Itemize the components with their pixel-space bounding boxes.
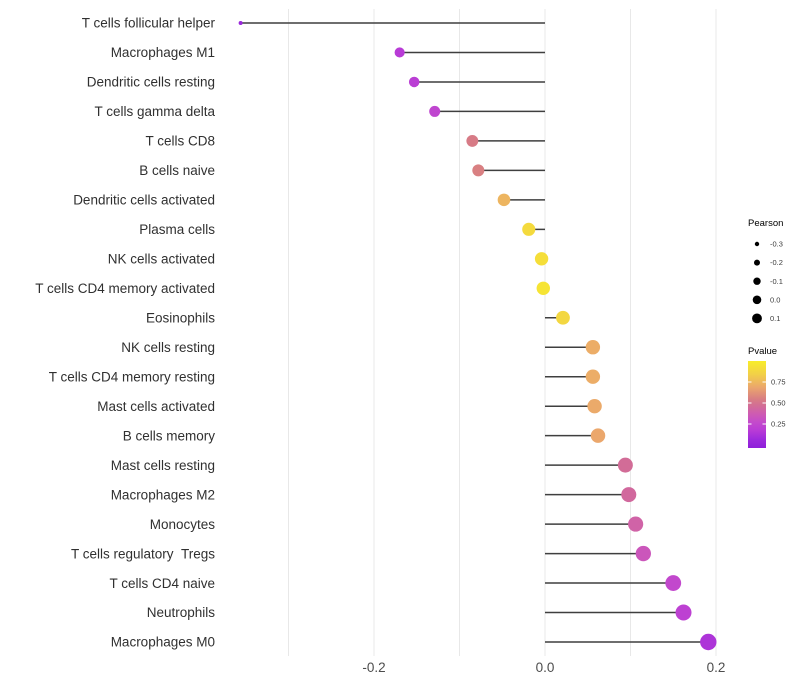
lollipop-row: T cells CD4 naive xyxy=(109,575,682,591)
category-label: B cells memory xyxy=(123,428,216,443)
lollipop-dot xyxy=(472,164,485,177)
legend-color-tick-label: 0.25 xyxy=(771,420,786,429)
lollipop-dot xyxy=(585,369,601,384)
category-label: Mast cells resting xyxy=(111,458,215,473)
lollipop-row: Mast cells resting xyxy=(111,457,633,473)
lollipop-dot xyxy=(429,105,441,117)
legend-size: Pearson -0.3 -0.2 -0.1 0.0 0.1 xyxy=(748,218,783,324)
legend-size-dot xyxy=(754,241,760,247)
lollipop-row: Neutrophils xyxy=(147,604,692,621)
lollipop-row: Monocytes xyxy=(150,516,644,532)
lollipop-row: B cells naive xyxy=(139,163,545,178)
category-label: T cells CD4 memory resting xyxy=(49,369,215,384)
legend-size-label: -0.1 xyxy=(770,277,783,286)
lollipop-dot xyxy=(408,76,420,88)
legend-size-label: 0.0 xyxy=(770,295,780,304)
legend-color-tick-label: 0.50 xyxy=(771,399,786,408)
lollipop-row: T cells follicular helper xyxy=(82,16,545,31)
category-label: T cells gamma delta xyxy=(94,104,215,119)
category-label: Dendritic cells resting xyxy=(87,75,215,90)
category-label: B cells naive xyxy=(139,163,215,178)
lollipop-dot xyxy=(556,310,570,325)
x-tick-label: -0.2 xyxy=(362,660,385,675)
category-label: Neutrophils xyxy=(147,605,216,620)
lollipop-row: Macrophages M2 xyxy=(111,487,637,502)
category-label: Macrophages M1 xyxy=(111,45,215,60)
category-label: Mast cells activated xyxy=(97,399,215,414)
category-label: Dendritic cells activated xyxy=(73,193,215,208)
legend-colorbar xyxy=(748,361,766,448)
category-label: Macrophages M2 xyxy=(111,487,215,502)
legend-color: Pvalue 0.75 0.50 0.25 xyxy=(748,346,786,448)
lollipop-dot xyxy=(628,516,644,532)
x-axis: -0.2 0.0 0.2 xyxy=(362,660,725,675)
legend-color-title: Pvalue xyxy=(748,346,777,357)
lollipop-row: T cells regulatory Tregs xyxy=(71,545,651,562)
legend-size-label: 0.1 xyxy=(770,314,780,323)
lollipop-dot xyxy=(635,545,651,562)
legend-size-dot xyxy=(752,295,762,305)
lollipop-row: T cells CD4 memory activated xyxy=(35,281,550,296)
lollipop-dot xyxy=(522,222,536,236)
lollipop-dot xyxy=(466,134,479,147)
lollipop-row: Macrophages M0 xyxy=(111,633,717,651)
lollipop-row: NK cells resting xyxy=(121,340,601,355)
legend-color-tick-label: 0.75 xyxy=(771,378,786,387)
lollipop-dot xyxy=(587,398,602,414)
lollipop-dot xyxy=(621,487,637,503)
lollipop-dot xyxy=(536,281,550,295)
x-tick-label: 0.2 xyxy=(707,660,726,675)
category-label: T cells CD8 xyxy=(145,134,215,149)
lollipop-row: Dendritic cells activated xyxy=(73,193,545,208)
category-label: T cells follicular helper xyxy=(82,16,216,31)
lollipop-dot xyxy=(497,193,511,207)
lollipop-row: B cells memory xyxy=(123,428,606,443)
category-label: NK cells resting xyxy=(121,340,215,355)
legend-size-title: Pearson xyxy=(748,218,783,229)
lollipop-row: Eosinophils xyxy=(146,310,570,325)
lollipop-dot xyxy=(238,21,243,25)
category-label: T cells regulatory Tregs xyxy=(71,546,215,561)
lollipop-dot xyxy=(617,457,633,473)
lollipop-row: NK cells activated xyxy=(108,252,549,267)
category-label: Eosinophils xyxy=(146,310,215,325)
legend-size-dot xyxy=(753,277,761,285)
lollipop-row: T cells CD4 memory resting xyxy=(49,369,601,384)
category-label: Monocytes xyxy=(150,517,216,532)
legend-size-dot xyxy=(752,313,762,324)
lollipop-row: Macrophages M1 xyxy=(111,45,545,60)
lollipop-row: Mast cells activated xyxy=(97,399,602,414)
category-label: NK cells activated xyxy=(108,252,215,267)
category-label: Plasma cells xyxy=(139,222,215,237)
lollipop-dot xyxy=(590,428,606,443)
lollipop-dot xyxy=(675,604,692,621)
lollipop-rows: T cells follicular helper Macrophages M1 D… xyxy=(35,16,717,651)
lollipop-row: T cells CD8 xyxy=(145,134,545,149)
lollipop-dot xyxy=(534,252,549,266)
lollipop-dot xyxy=(665,575,682,591)
gridlines xyxy=(288,9,717,656)
lollipop-row: Plasma cells xyxy=(139,222,545,237)
x-tick-label: 0.0 xyxy=(536,660,555,675)
legend-size-dot xyxy=(754,259,760,266)
legend-size-label: -0.3 xyxy=(770,240,783,249)
lollipop-dot xyxy=(394,47,405,58)
category-label: T cells CD4 memory activated xyxy=(35,281,215,296)
lollipop-dot xyxy=(700,633,717,651)
category-label: T cells CD4 naive xyxy=(109,576,215,591)
lollipop-row: Dendritic cells resting xyxy=(87,75,545,90)
lollipop-row: T cells gamma delta xyxy=(94,104,545,119)
lollipop-dot xyxy=(585,340,601,355)
legend-size-label: -0.2 xyxy=(770,258,783,267)
category-label: Macrophages M0 xyxy=(111,635,215,650)
